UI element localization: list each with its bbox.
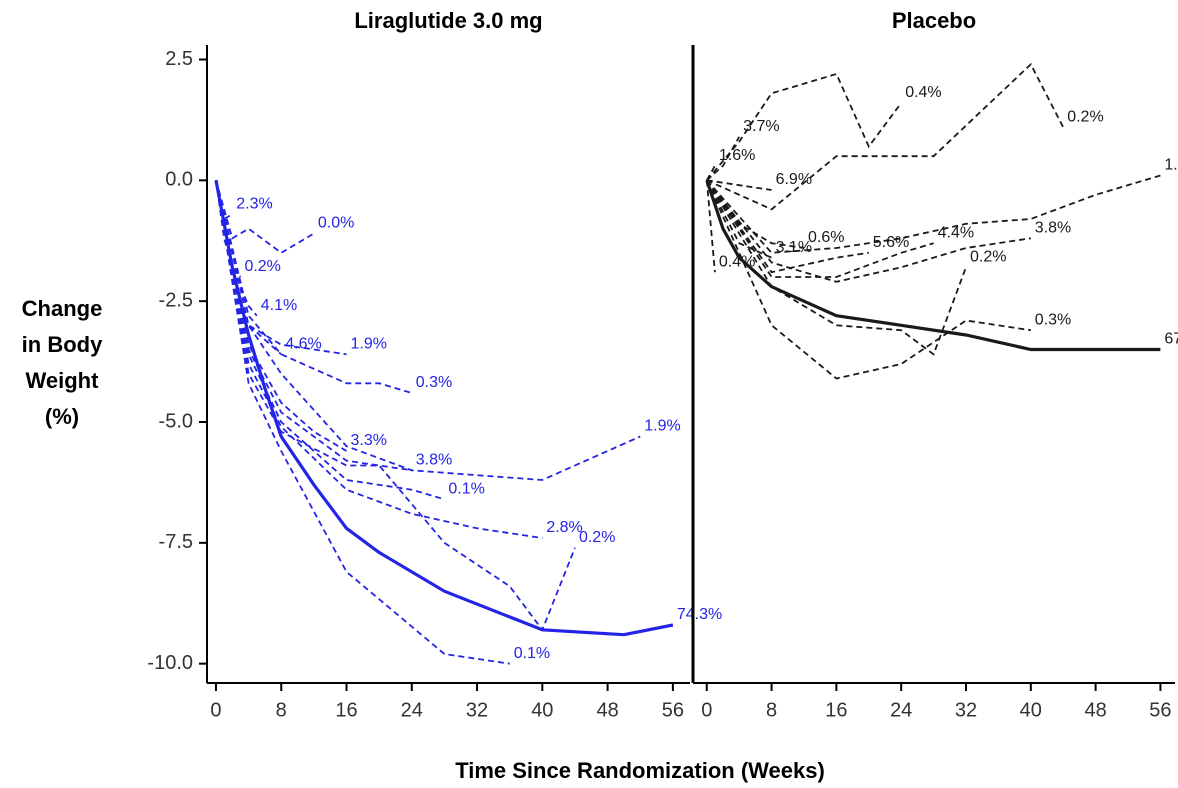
x-tick-label: 48	[1084, 699, 1106, 721]
subgroup-line	[706, 179, 967, 356]
series-label: 6.9%	[776, 171, 812, 188]
x-tick-label: 0	[210, 699, 221, 721]
y-tick-label: 2.5	[165, 48, 193, 70]
subgroup-line	[706, 179, 772, 191]
x-axis-label: Time Since Randomization (Weeks)	[455, 758, 825, 783]
subgroup-line	[706, 179, 934, 278]
subgroup-line	[215, 180, 413, 394]
series-label: 0.2%	[244, 258, 280, 275]
x-tick-label: 56	[1149, 699, 1171, 721]
series-label: 1.9%	[644, 418, 680, 435]
series-label: 2.3%	[236, 195, 272, 212]
series-label: 3.7%	[743, 118, 779, 135]
series-label: 0.0%	[318, 215, 354, 232]
subgroup-line	[706, 62, 1065, 211]
y-tick-label: -10.0	[147, 652, 193, 674]
series-label: 0.4%	[905, 84, 941, 101]
y-tick-label: -5.0	[159, 410, 193, 432]
subgroup-line	[705, 180, 716, 273]
series-label: 3.8%	[416, 452, 452, 469]
series-label: 0.2%	[579, 529, 615, 546]
y-axis-label: Weight	[26, 368, 100, 393]
subgroup-line	[705, 179, 1031, 380]
series-label: 0.2%	[1067, 108, 1103, 125]
y-tick-label: -2.5	[159, 289, 193, 311]
mean-line	[214, 180, 674, 637]
y-tick-label: 0.0	[165, 169, 193, 191]
series-label: 4.4%	[938, 224, 974, 241]
x-tick-label: 24	[890, 699, 912, 721]
series-label: 0.3%	[1035, 311, 1071, 328]
series-label: 67.1%	[1164, 331, 1178, 348]
series-label: 3.1%	[776, 239, 812, 256]
series-label: 1.6%	[1164, 157, 1178, 174]
x-tick-label: 40	[531, 699, 553, 721]
series-label: 0.4%	[719, 253, 755, 270]
x-tick-label: 0	[701, 699, 712, 721]
subgroup-line	[706, 179, 869, 274]
panel-title: Placebo	[892, 8, 976, 33]
y-axis-label: (%)	[45, 404, 79, 429]
subgroup-line	[215, 180, 576, 632]
x-tick-label: 8	[766, 699, 777, 721]
series-label: 0.6%	[808, 229, 844, 246]
series-label: 3.8%	[1035, 220, 1071, 237]
subgroup-line	[706, 136, 740, 181]
series-label: 5.6%	[873, 234, 909, 251]
x-tick-label: 40	[1020, 699, 1042, 721]
series-label: 2.8%	[546, 519, 582, 536]
x-tick-label: 16	[825, 699, 847, 721]
mean-line	[705, 179, 1161, 352]
series-label: 74.3%	[677, 606, 722, 623]
subgroup-line	[215, 180, 315, 254]
series-label: 0.1%	[514, 645, 550, 662]
y-axis-label: Change	[22, 296, 103, 321]
panel-title: Liraglutide 3.0 mg	[354, 8, 542, 33]
subgroup-line	[215, 180, 543, 539]
series-label: 0.2%	[970, 249, 1006, 266]
subgroup-line	[706, 179, 1031, 283]
series-label: 4.6%	[285, 336, 321, 353]
subgroup-line	[215, 180, 445, 501]
series-label: 3.3%	[351, 432, 387, 449]
x-tick-label: 8	[276, 699, 287, 721]
x-tick-label: 32	[466, 699, 488, 721]
series-label: 0.3%	[416, 374, 452, 391]
subgroup-line	[705, 179, 772, 259]
x-tick-label: 16	[335, 699, 357, 721]
x-tick-label: 48	[596, 699, 618, 721]
x-tick-label: 56	[662, 699, 684, 721]
subgroup-line	[706, 72, 902, 181]
x-tick-label: 24	[401, 699, 423, 721]
series-label: 1.6%	[719, 147, 755, 164]
x-tick-label: 32	[955, 699, 977, 721]
subgroup-line	[706, 174, 1161, 254]
subgroup-line	[215, 180, 510, 665]
series-label: 0.1%	[448, 481, 484, 498]
series-label: 1.9%	[351, 336, 387, 353]
y-axis-label: in Body	[22, 332, 103, 357]
y-tick-label: -7.5	[159, 531, 193, 553]
subgroup-line	[706, 179, 805, 249]
series-label: 4.1%	[261, 297, 297, 314]
